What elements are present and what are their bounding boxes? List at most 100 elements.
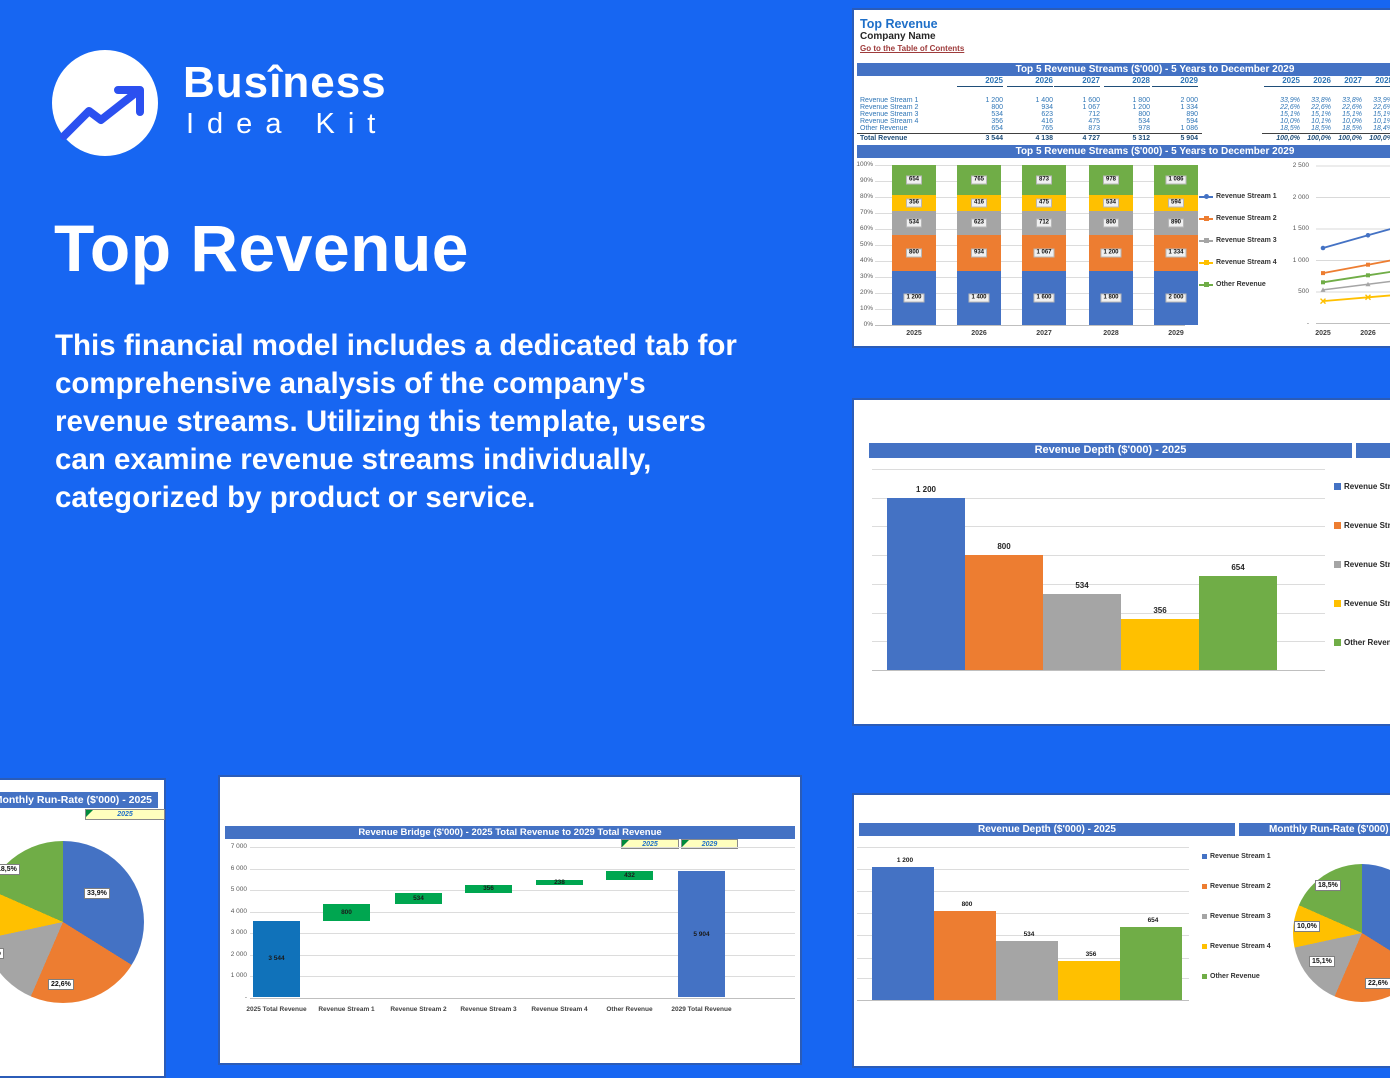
cell: 1 200 <box>985 97 1003 104</box>
table-of-contents-link[interactable]: Go to the Table of Contents <box>860 44 965 53</box>
row-label: Other Revenue <box>860 125 908 132</box>
cell-pct: 18,5% <box>1311 125 1331 132</box>
pie-label: 15,1% <box>1309 956 1335 967</box>
year-dropdown-from[interactable]: 2025 <box>621 839 679 849</box>
bar-value-label: 654 <box>1231 563 1245 572</box>
bar-revenue-stream-4 <box>1058 960 1120 1000</box>
total-cell-pct: 100,0% <box>1338 135 1362 142</box>
bar-value-label: 654 <box>1147 917 1159 925</box>
pie-label: 18,5% <box>0 864 20 875</box>
col-header-pct-year: 2028 <box>1357 76 1390 87</box>
x-label: 2025 Total Revenue <box>246 1006 307 1013</box>
x-label: Revenue Stream 2 <box>390 1006 447 1013</box>
segment-label: 800 <box>1102 218 1120 228</box>
total-cell-pct: 100,0% <box>1276 135 1300 142</box>
cell: 1 200 <box>1132 104 1150 111</box>
segment-label: 594 <box>1167 198 1185 208</box>
segment-label: 1 334 <box>1165 248 1187 258</box>
y-tick: 0% <box>863 321 873 328</box>
cell-pct: 33,9% <box>1373 97 1390 104</box>
page-title: Top Revenue <box>54 211 470 285</box>
pie-label: 15,1% <box>0 948 4 959</box>
col-header-year: 2027 <box>1054 76 1100 87</box>
cell: 416 <box>1041 118 1053 125</box>
cell: 1 600 <box>1082 97 1100 104</box>
chart-header: Revenue Depth ($'000) - 2025 <box>869 443 1352 458</box>
cell: 765 <box>1041 125 1053 132</box>
cell-pct: 22,6% <box>1342 104 1362 111</box>
year-dropdown-to[interactable]: 2029 <box>681 839 738 849</box>
cell-pct: 15,1% <box>1342 111 1362 118</box>
pie-chart <box>0 841 144 1003</box>
segment-label: 934 <box>970 248 988 258</box>
total-cell: 3 544 <box>985 135 1003 142</box>
segment-label: 416 <box>970 198 988 208</box>
legend-item: Revenue Stream 1 <box>1202 853 1271 860</box>
trend-arrow-icon <box>60 86 144 140</box>
bar-revenue-stream-1 <box>887 498 965 670</box>
cell-pct: 22,6% <box>1373 104 1390 111</box>
year-dropdown[interactable]: 2025 <box>85 809 165 820</box>
dropdown-flag-icon <box>86 810 93 817</box>
total-cell-pct: 100,0% <box>1369 135 1390 142</box>
cell: 934 <box>1041 104 1053 111</box>
x-label: 2027 <box>1036 330 1052 337</box>
cell: 2 000 <box>1180 97 1198 104</box>
line-chart <box>1316 165 1390 324</box>
y-tick: 90% <box>859 177 873 184</box>
pie-label: 22,6% <box>1365 978 1390 989</box>
total-divider <box>1262 133 1390 134</box>
stacked-bar-2028: 1 800 1 200 800 534 978 <box>1089 165 1133 325</box>
y-tick: 6 000 <box>230 864 247 872</box>
segment-label: 356 <box>905 198 923 208</box>
cell: 890 <box>1186 111 1198 118</box>
segment-label: 800 <box>905 248 923 258</box>
chart-section-header: Top 5 Revenue Streams ($'000) - 5 Years … <box>857 145 1390 158</box>
brand-logo <box>52 50 158 156</box>
y-tick: 60% <box>859 225 873 232</box>
y-tick: 2 500 <box>1292 162 1309 169</box>
pie-label: 22,6% <box>48 979 74 990</box>
cell-pct: 10,0% <box>1280 118 1300 125</box>
sheet-title: Top Revenue <box>860 17 938 31</box>
segment-label: 890 <box>1167 218 1185 228</box>
y-tick: 7 000 <box>230 843 247 850</box>
cell: 800 <box>991 104 1003 111</box>
bar-other-revenue <box>1120 927 1182 1000</box>
col-header-year: 2028 <box>1104 76 1150 87</box>
segment-label: 1 200 <box>1100 248 1122 258</box>
chart-header-cut <box>1356 443 1390 458</box>
y-tick: 500 <box>1298 288 1309 295</box>
row-label: Revenue Stream 3 <box>860 111 919 118</box>
segment-label: 623 <box>970 218 988 228</box>
cell-pct: 18,4% <box>1373 125 1390 132</box>
cell-pct: 10,0% <box>1342 118 1362 125</box>
x-label: Revenue Stream 3 <box>460 1006 517 1013</box>
segment-label: 534 <box>1102 198 1120 208</box>
x-label: 2029 <box>1168 330 1184 337</box>
x-label: 2025 <box>906 330 922 337</box>
legend-item: Other Revenue <box>1334 638 1390 647</box>
waterfall-delta-bar: 356 <box>465 885 512 893</box>
y-tick: 2 000 <box>230 950 247 958</box>
cell-pct: 33,8% <box>1342 97 1362 104</box>
pie-label: 18,5% <box>1315 880 1341 891</box>
segment-label: 2 000 <box>1165 293 1187 303</box>
bar-value-label: 356 <box>1085 950 1097 958</box>
chart-header: Monthly Run-Rate ($'000) - 2025 <box>0 792 158 808</box>
revenue-depth-panel: Revenue Depth ($'000) - 2025 1 200 800 5… <box>852 398 1390 726</box>
brand-name-line2: Idea Kit <box>186 108 389 140</box>
bar-value-label: 356 <box>1153 606 1167 615</box>
cell-pct: 33,8% <box>1311 97 1331 104</box>
total-cell: 5 904 <box>1180 135 1198 142</box>
cell: 712 <box>1088 111 1100 118</box>
cell: 1 800 <box>1132 97 1150 104</box>
bar-value-label: 800 <box>961 901 973 908</box>
y-tick: 1 000 <box>1292 256 1309 264</box>
bar-revenue-stream-3 <box>1043 593 1121 670</box>
chart-header: Revenue Depth ($'000) - 2025 <box>859 823 1235 836</box>
col-header-year: 2029 <box>1152 76 1198 87</box>
legend-item: Other Revenue <box>1199 281 1266 288</box>
row-label: Revenue Stream 2 <box>860 104 919 111</box>
bar-value-label: 1 200 <box>915 485 937 494</box>
